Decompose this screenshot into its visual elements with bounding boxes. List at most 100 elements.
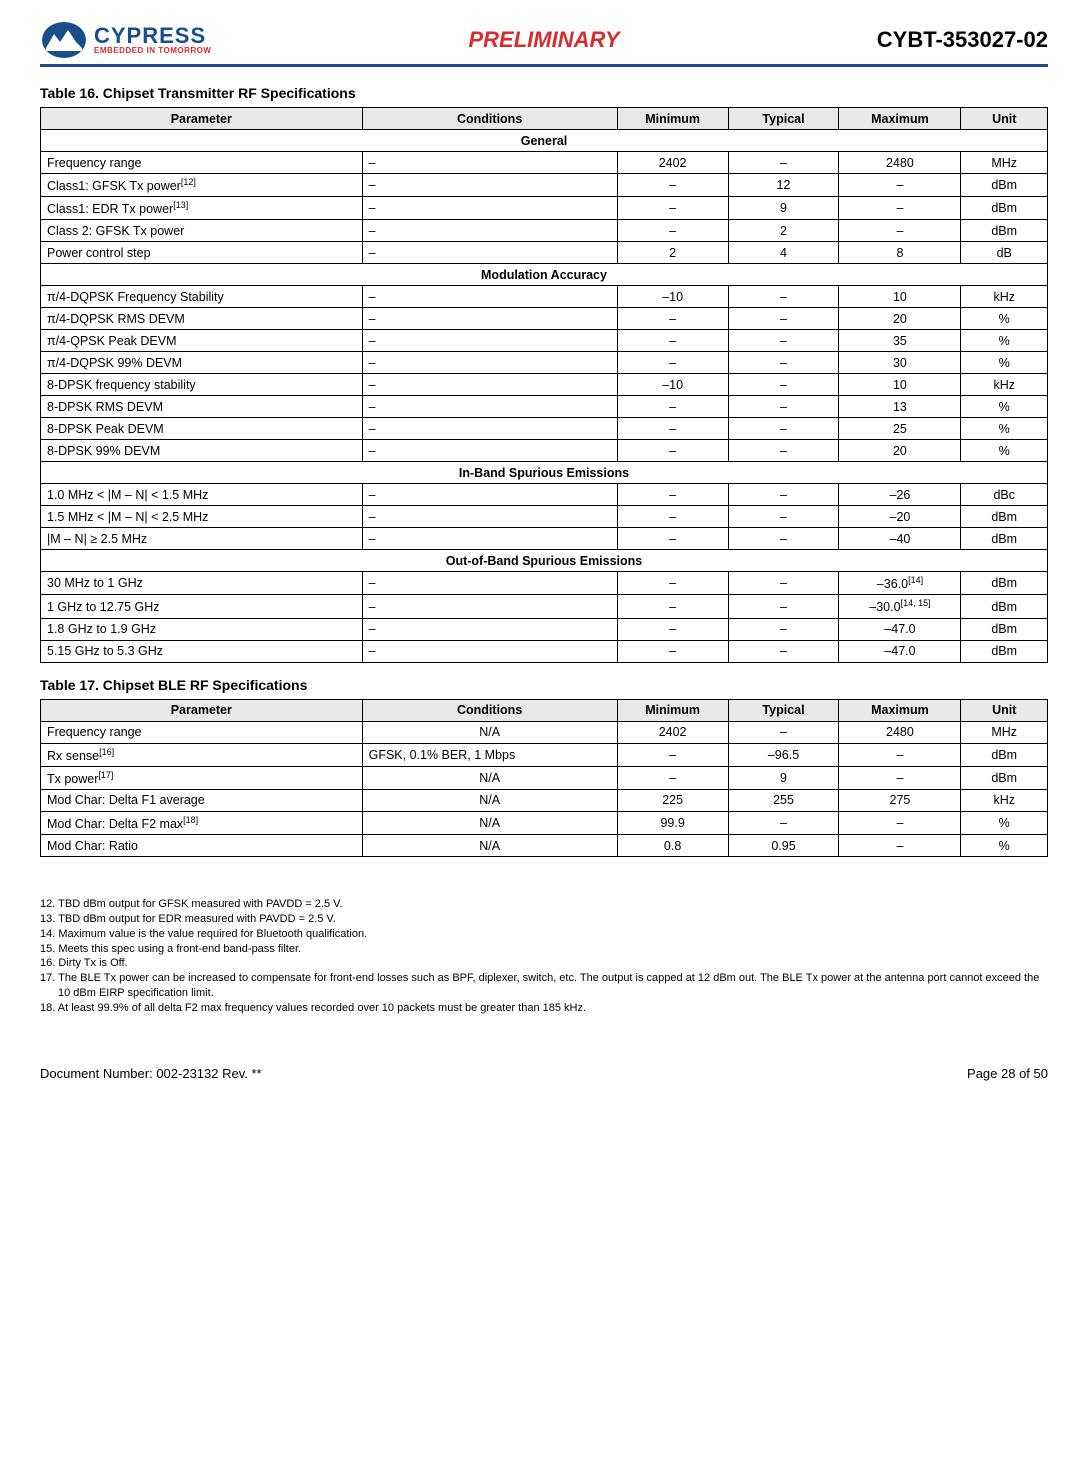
cell-max: 8 [839, 242, 961, 264]
cell-typ: – [728, 484, 839, 506]
table-row: Power control step–248dB [41, 242, 1048, 264]
column-header: Unit [961, 108, 1048, 130]
cell-unit: MHz [961, 152, 1048, 174]
cell-min: – [617, 618, 728, 640]
table-row: Class 2: GFSK Tx power––2–dBm [41, 220, 1048, 242]
table-row: π/4-DQPSK RMS DEVM–––20% [41, 308, 1048, 330]
cell-unit: % [961, 396, 1048, 418]
cell-min: – [617, 440, 728, 462]
cell-max: –36.0[14] [839, 572, 961, 595]
cell-typ: 9 [728, 766, 839, 789]
cell-typ: – [728, 721, 839, 743]
cell-parameter: Mod Char: Delta F2 max[18] [41, 811, 363, 834]
cell-typ: – [728, 286, 839, 308]
cell-min: 225 [617, 789, 728, 811]
cell-conditions: – [362, 220, 617, 242]
cell-min: – [617, 418, 728, 440]
cell-parameter: Frequency range [41, 721, 363, 743]
cell-typ: –96.5 [728, 743, 839, 766]
table-row: 5.15 GHz to 5.3 GHz––––47.0dBm [41, 640, 1048, 662]
footer-page-number: Page 28 of 50 [967, 1066, 1048, 1081]
cell-typ: 0.95 [728, 835, 839, 857]
cell-conditions: – [362, 440, 617, 462]
cell-unit: dBm [961, 766, 1048, 789]
cell-parameter: π/4-QPSK Peak DEVM [41, 330, 363, 352]
cell-max: 10 [839, 286, 961, 308]
footnotes: 12. TBD dBm output for GFSK measured wit… [40, 897, 1048, 1016]
cell-max: –47.0 [839, 618, 961, 640]
cell-min: 2402 [617, 152, 728, 174]
cell-unit: dBm [961, 506, 1048, 528]
section-header: General [41, 130, 1048, 152]
cell-parameter: 8-DPSK 99% DEVM [41, 440, 363, 462]
cell-max: – [839, 174, 961, 197]
cell-parameter: Class1: GFSK Tx power[12] [41, 174, 363, 197]
cell-max: 20 [839, 308, 961, 330]
table-row: Tx power[17]N/A–9–dBm [41, 766, 1048, 789]
cell-min: – [617, 330, 728, 352]
cell-conditions: – [362, 396, 617, 418]
cell-unit: dBm [961, 640, 1048, 662]
column-header: Minimum [617, 108, 728, 130]
table-row: 1.8 GHz to 1.9 GHz––––47.0dBm [41, 618, 1048, 640]
column-header: Conditions [362, 699, 617, 721]
cell-parameter: Power control step [41, 242, 363, 264]
cell-min: 2 [617, 242, 728, 264]
table-row: π/4-DQPSK Frequency Stability––10–10kHz [41, 286, 1048, 308]
table-row: 1 GHz to 12.75 GHz––––30.0[14, 15]dBm [41, 595, 1048, 618]
cell-max: 25 [839, 418, 961, 440]
section-header: Modulation Accuracy [41, 264, 1048, 286]
cell-min: – [617, 308, 728, 330]
footer-doc-number: Document Number: 002-23132 Rev. ** [40, 1066, 262, 1081]
cell-unit: MHz [961, 721, 1048, 743]
cell-max: 2480 [839, 152, 961, 174]
cell-unit: kHz [961, 286, 1048, 308]
cell-conditions: N/A [362, 766, 617, 789]
footnote: 12. TBD dBm output for GFSK measured wit… [40, 897, 1048, 912]
section-header: In-Band Spurious Emissions [41, 462, 1048, 484]
cell-max: – [839, 197, 961, 220]
cell-unit: dBm [961, 595, 1048, 618]
table-row: π/4-DQPSK 99% DEVM–––30% [41, 352, 1048, 374]
logo-sub: EMBEDDED IN TOMORROW [94, 47, 211, 55]
table-row: Rx sense[16]GFSK, 0.1% BER, 1 Mbps––96.5… [41, 743, 1048, 766]
footnote: 14. Maximum value is the value required … [40, 927, 1048, 942]
cell-conditions: – [362, 374, 617, 396]
cell-unit: dBm [961, 528, 1048, 550]
table-row: |M – N| ≥ 2.5 MHz––––40dBm [41, 528, 1048, 550]
cell-typ: – [728, 352, 839, 374]
cell-conditions: N/A [362, 721, 617, 743]
table17-title: Table 17. Chipset BLE RF Specifications [40, 677, 1048, 693]
cell-conditions: – [362, 640, 617, 662]
cell-max: –20 [839, 506, 961, 528]
cell-typ: 2 [728, 220, 839, 242]
cell-unit: % [961, 308, 1048, 330]
footnote: 13. TBD dBm output for EDR measured with… [40, 912, 1048, 927]
cell-unit: % [961, 352, 1048, 374]
section-header: Out-of-Band Spurious Emissions [41, 550, 1048, 572]
cell-min: – [617, 572, 728, 595]
cell-unit: dBm [961, 174, 1048, 197]
cell-min: –10 [617, 286, 728, 308]
table16-title: Table 16. Chipset Transmitter RF Specifi… [40, 85, 1048, 101]
cell-unit: % [961, 811, 1048, 834]
cell-conditions: – [362, 484, 617, 506]
cell-conditions: – [362, 330, 617, 352]
cell-unit: dB [961, 242, 1048, 264]
column-header: Parameter [41, 699, 363, 721]
header-part-number: CYBT-353027-02 [877, 27, 1048, 53]
cell-typ: – [728, 506, 839, 528]
column-header: Conditions [362, 108, 617, 130]
cell-parameter: π/4-DQPSK Frequency Stability [41, 286, 363, 308]
cell-max: 10 [839, 374, 961, 396]
cell-parameter: π/4-DQPSK RMS DEVM [41, 308, 363, 330]
cell-max: –47.0 [839, 640, 961, 662]
cell-min: 99.9 [617, 811, 728, 834]
column-header: Unit [961, 699, 1048, 721]
cell-conditions: N/A [362, 835, 617, 857]
cell-max: –30.0[14, 15] [839, 595, 961, 618]
cell-unit: % [961, 440, 1048, 462]
cell-parameter: Rx sense[16] [41, 743, 363, 766]
table-row: 1.0 MHz < |M – N| < 1.5 MHz––––26dBc [41, 484, 1048, 506]
cell-min: – [617, 352, 728, 374]
